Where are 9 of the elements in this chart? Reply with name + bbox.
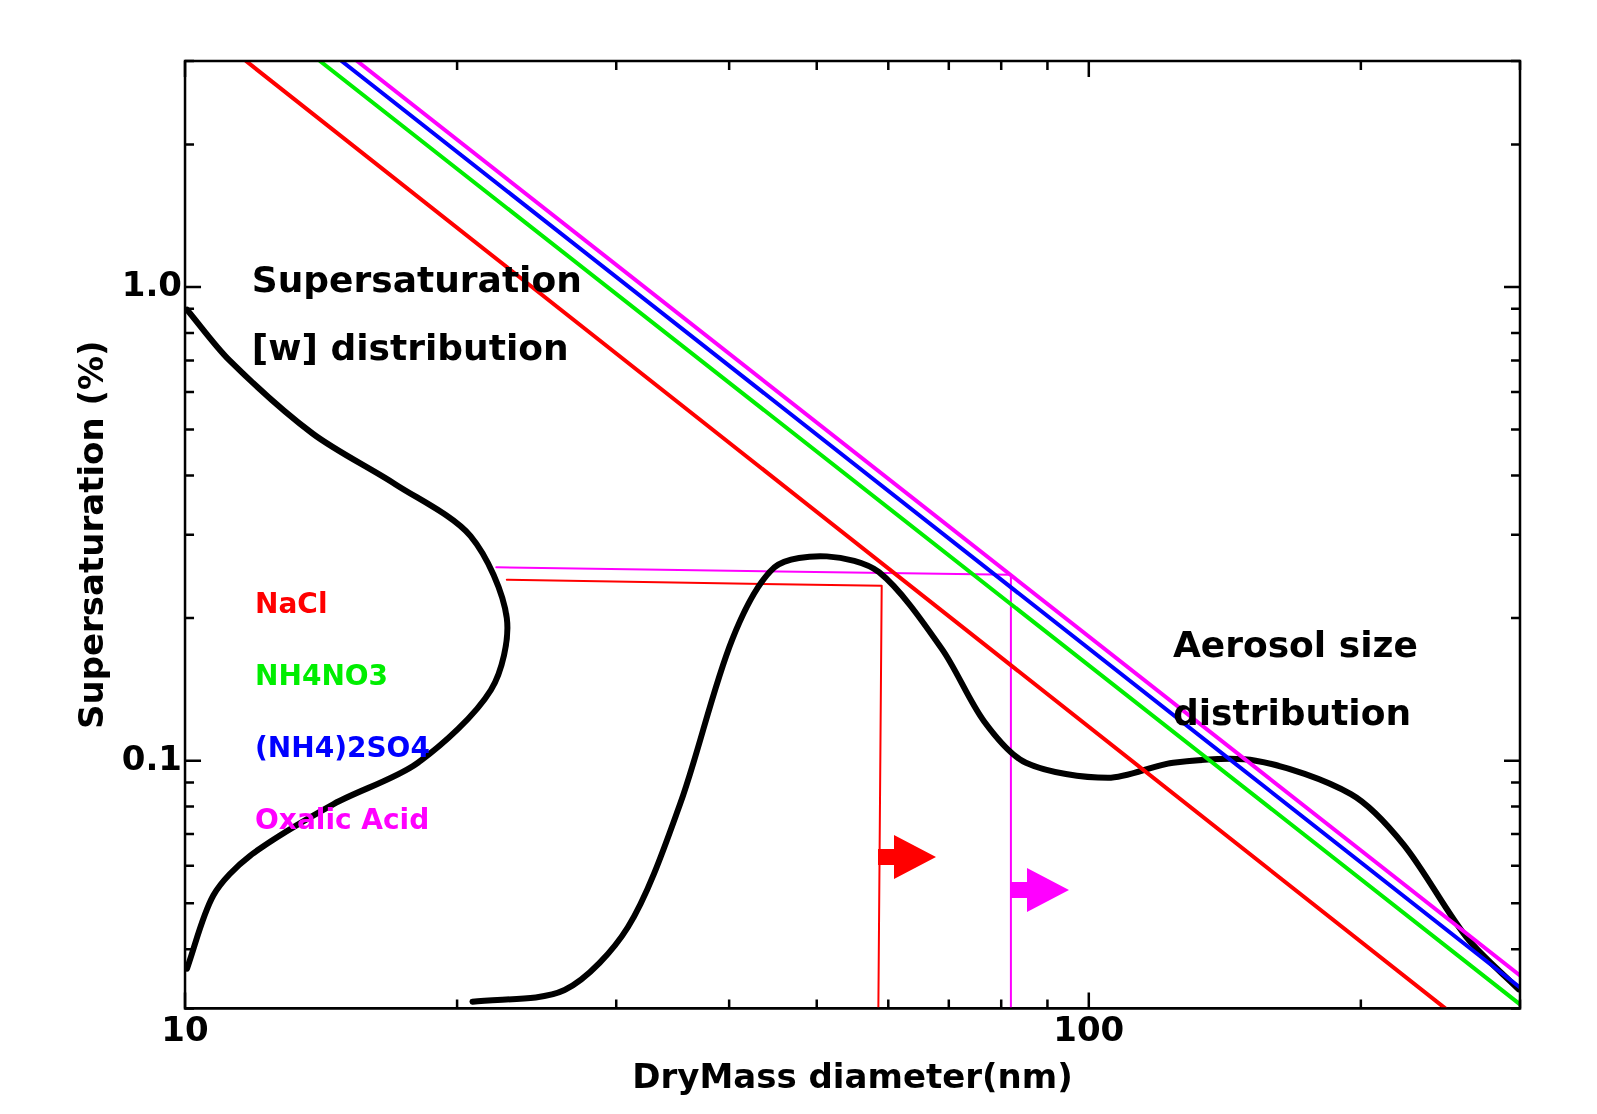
text: NaCl (255, 587, 328, 621)
y-tick-label: 0.1 (121, 737, 183, 778)
x-tick-label: 100 (1053, 1008, 1125, 1049)
y-tick-label: 1.0 (121, 263, 183, 304)
y-axis-title: Supersaturation (%) (71, 340, 112, 730)
x-axis-title: DryMass diameter(nm) (632, 1056, 1073, 1097)
text: (NH4)2SO4 (255, 731, 430, 765)
x-tick-label: 10 (161, 1008, 209, 1049)
text: NH4NO3 (255, 659, 389, 693)
